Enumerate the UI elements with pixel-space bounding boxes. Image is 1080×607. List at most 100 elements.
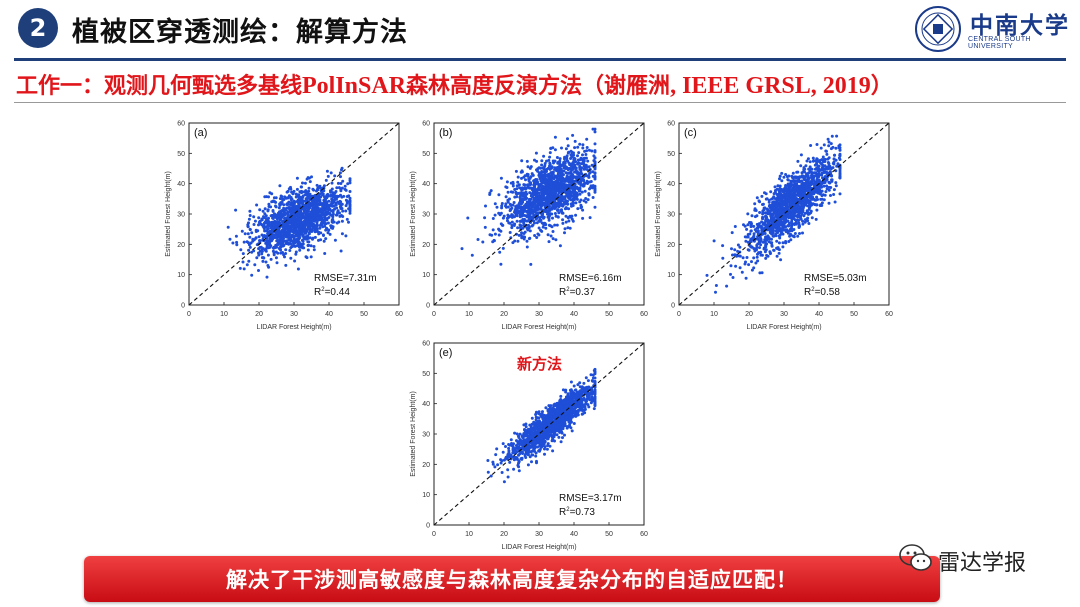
scatter-point [312,248,316,252]
scatter-point [789,191,793,195]
scatter-point [339,249,343,253]
scatter-point [785,205,789,209]
scatter-point [518,226,522,229]
scatter-point [760,220,764,224]
scatter-point [528,183,532,187]
scatter-point [242,267,246,271]
scatter-point [274,256,278,260]
scatter-point [566,171,570,175]
scatter-point [245,263,249,267]
scatter-point [309,255,313,259]
scatter-point [576,162,579,166]
scatter-point [752,256,756,260]
scatter-point [545,186,548,190]
scatter-point [262,235,265,239]
scatter-point [579,203,583,207]
scatter-point [755,243,759,247]
scatter-point [738,254,742,258]
scatter-point [784,230,788,234]
scatter-point [783,218,787,221]
scatter-point [576,207,580,211]
panel-label: (a) [194,127,207,139]
scatter-point [571,133,575,137]
scatter-point [338,205,342,209]
y-tick-label: 30 [422,212,430,219]
scatter-point [809,211,813,215]
x-tick-label: 40 [570,531,578,538]
scatter-point [798,176,802,179]
scatter-point [566,168,570,172]
y-tick-label: 0 [426,303,430,310]
scatter-point [528,176,532,180]
scatter-point [730,247,733,251]
scatter-point [348,190,352,193]
header: 2 植被区穿透测绘：解算方法 中南大学 CENTRAL SOUTH UNIVER… [0,0,1080,58]
scatter-point [311,199,315,203]
scatter-point [794,210,798,214]
scatter-point [537,188,541,191]
scatter-point [760,231,764,234]
scatter-point [282,203,286,207]
scatter-point [339,182,343,185]
scatter-point [809,144,813,147]
scatter-point [301,195,305,199]
scatter-point [548,214,551,218]
scatter-point [567,207,571,211]
scatter-point [573,196,577,200]
scatter-point [786,219,790,223]
scatter-point [563,161,567,165]
scatter-point [248,209,252,213]
scatter-point [287,231,291,235]
scatter-point [495,447,499,451]
scatter-point [247,217,251,221]
scatter-point [800,187,804,191]
scatter-point [505,186,509,189]
scatter-point [755,237,759,241]
scatter-point [806,189,810,193]
scatter-point [279,213,283,217]
scatter-point [335,186,339,190]
scatter-point [510,223,514,227]
scatter-point [747,263,751,267]
scatter-point [288,219,292,223]
scatter-point [250,231,254,235]
scatter-point [540,190,544,194]
scatter-point [305,220,308,224]
scatter-point [508,197,511,201]
scatter-point [265,229,269,233]
scatter-point [806,200,810,204]
scatter-point [800,212,804,216]
scatter-point [790,203,794,206]
scatter-point [817,173,821,177]
scatter-point [593,160,597,164]
scatter-point [528,166,532,170]
scatter-point [567,161,571,165]
x-tick-label: 60 [640,311,648,318]
scatter-point [316,218,320,222]
scatter-point [340,202,344,206]
scatter-point [324,228,328,232]
scatter-point [721,244,725,248]
scatter-point [557,170,561,174]
scatter-point [333,174,337,178]
scatter-point [781,193,785,197]
scatter-point [808,196,812,200]
scatter-point [344,234,348,238]
scatter-point [752,224,756,228]
scatter-point [551,172,555,176]
scatter-point [333,238,337,242]
scatter-point [812,171,816,175]
x-tick-label: 30 [535,311,543,318]
scatter-point [341,179,345,183]
y-tick-label: 40 [422,401,430,408]
scatter-point [815,174,819,178]
scatter-point [570,155,574,159]
reference-line [433,122,645,306]
scatter-point [279,251,283,255]
scatter-point [752,232,756,236]
scatter-point [579,156,583,160]
scatter-point [536,169,540,173]
panel-label: (b) [439,127,452,139]
scatter-point [801,231,804,235]
scatter-point [344,209,348,213]
